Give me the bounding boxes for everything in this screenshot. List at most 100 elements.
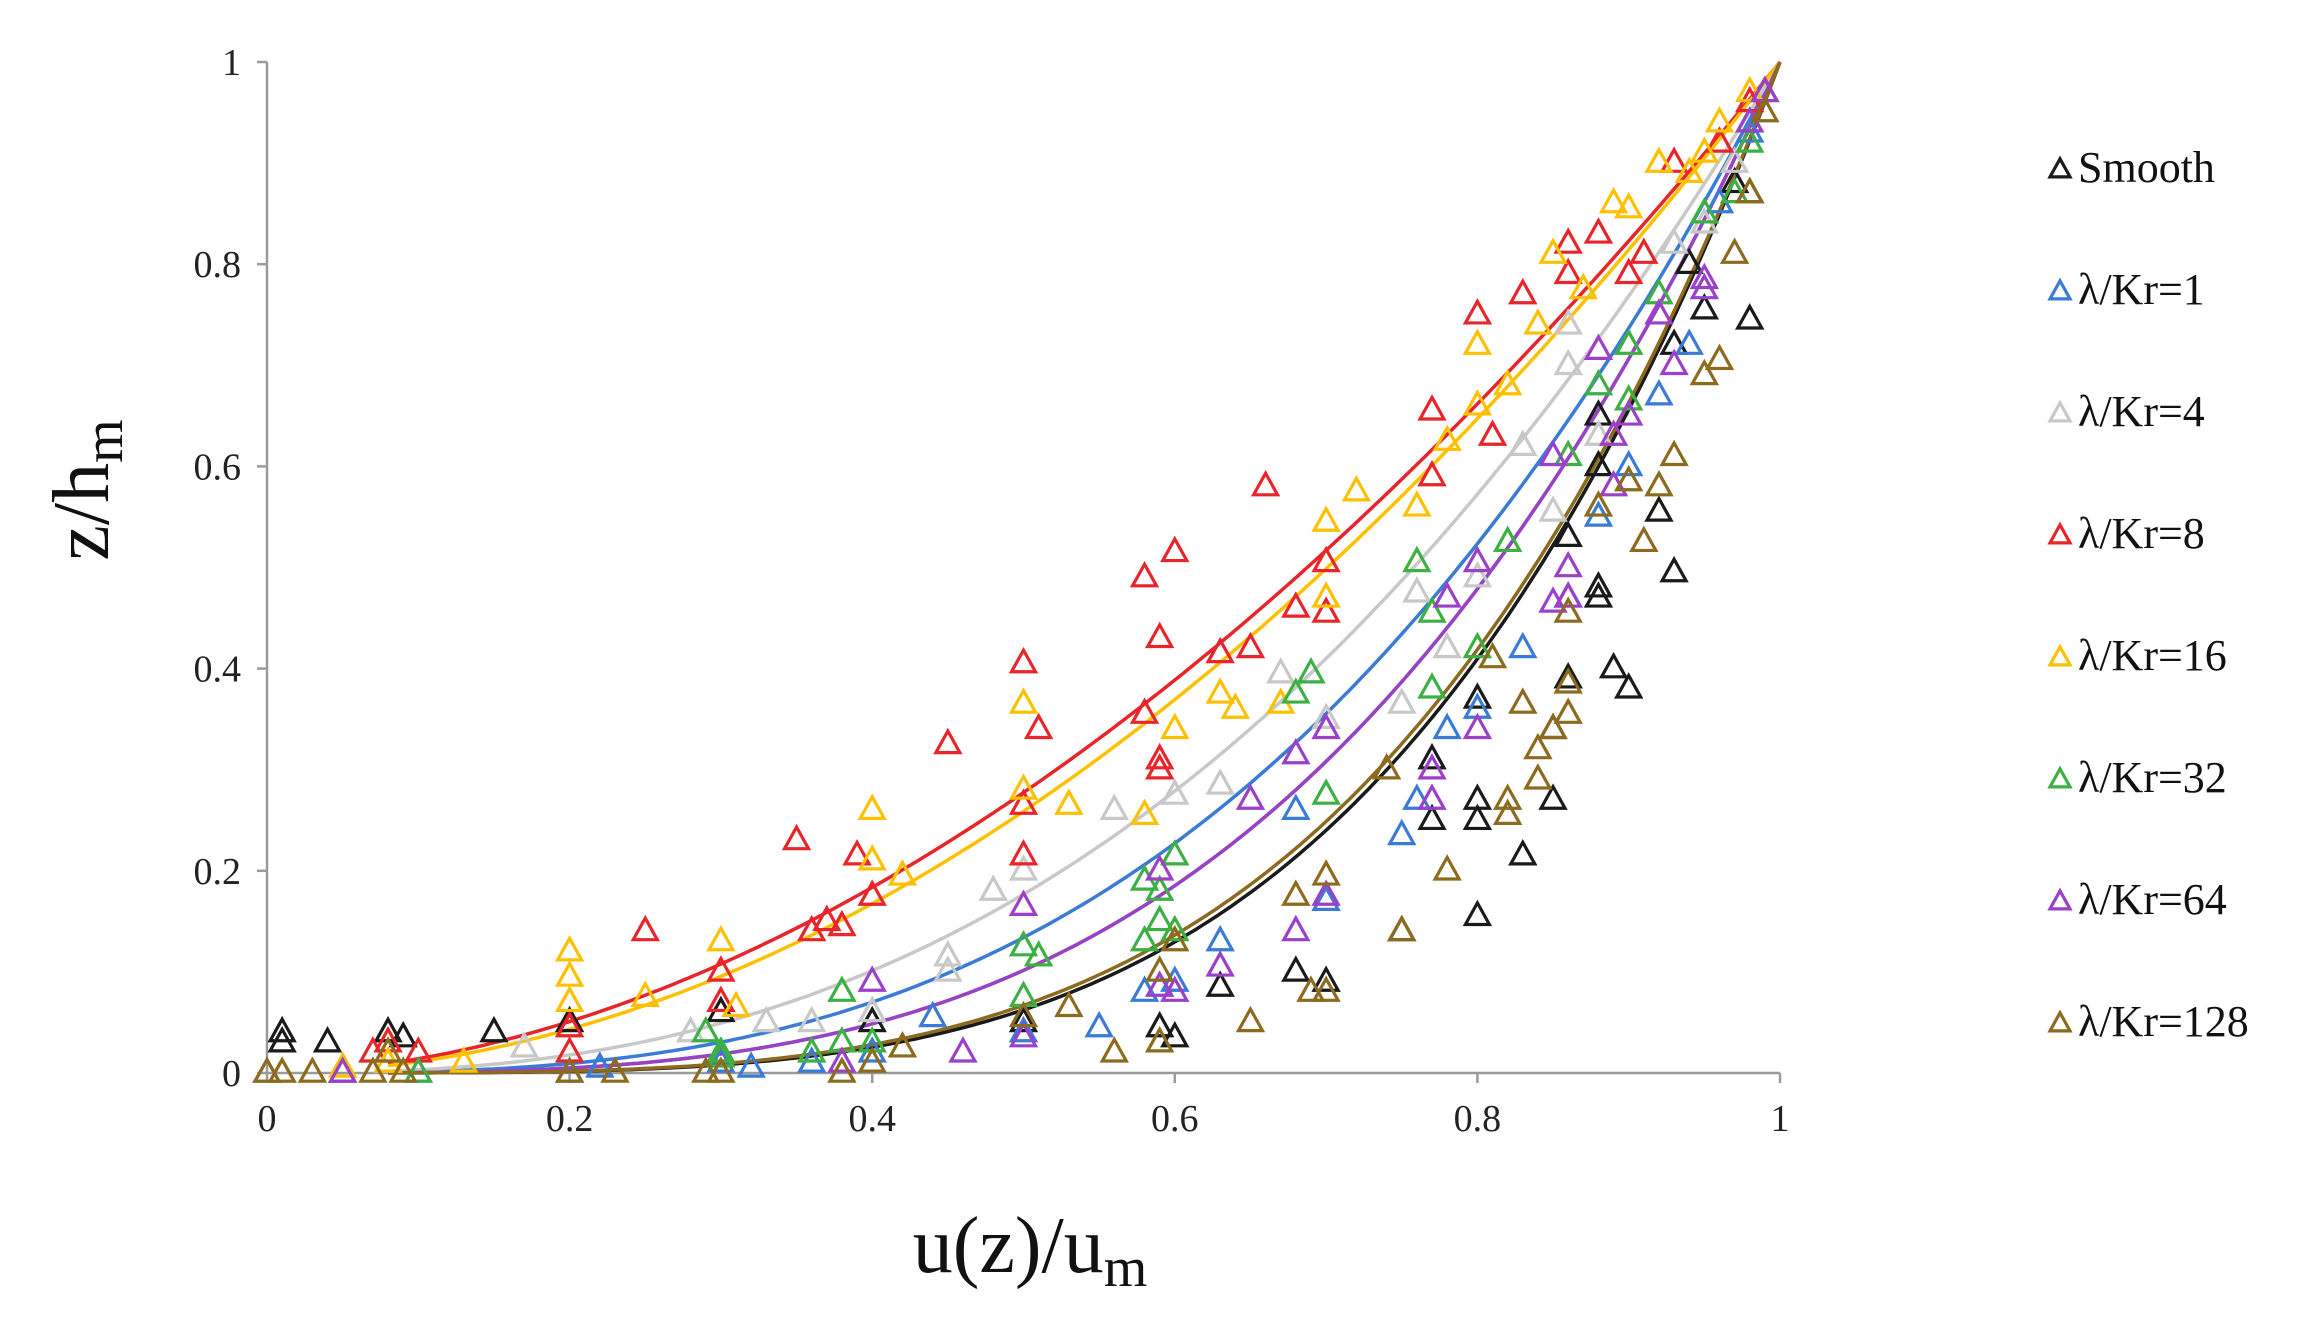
data-point [1659, 348, 1689, 376]
data-point [1129, 798, 1160, 826]
fit-curves [387, 60, 1782, 1075]
data-point [1311, 702, 1341, 729]
data-point [585, 1051, 615, 1078]
data-point [1144, 621, 1175, 649]
data-point [1281, 955, 1311, 982]
data-point [388, 1020, 418, 1048]
data-point [1099, 1036, 1129, 1063]
data-point [479, 1015, 509, 1043]
data-point [1674, 328, 1704, 355]
data-point [1583, 368, 1614, 396]
legend-marker [2047, 277, 2073, 301]
data-point [706, 1056, 736, 1083]
data-point [252, 1056, 282, 1083]
data-point [1008, 854, 1039, 881]
axes: 0 0.2 0.4 0.6 0.8 1 0 0.2 0.4 0.6 0.8 1 [194, 42, 1790, 1140]
fit-curve-0 [387, 61, 1782, 1075]
data-point [1538, 237, 1568, 264]
data-point [388, 1056, 418, 1083]
data-point [1160, 712, 1190, 740]
data-point [1432, 631, 1462, 659]
data-point [1492, 798, 1523, 826]
data-point [1553, 550, 1583, 578]
data-point [1523, 732, 1553, 760]
data-point [1750, 95, 1780, 123]
data-point [933, 727, 963, 755]
data-point [554, 934, 585, 962]
data-point [267, 1025, 297, 1053]
legend-label: λ/Kr=16 [2078, 631, 2227, 680]
data-point [1281, 793, 1311, 820]
data-point [1598, 419, 1629, 446]
x-tick-label: 0.2 [546, 1098, 594, 1140]
data-point [1008, 929, 1039, 957]
data-point [933, 940, 963, 967]
data-point [1689, 262, 1720, 290]
data-point [827, 1046, 857, 1073]
data-point [1311, 505, 1341, 532]
data-point [1598, 469, 1629, 497]
data-point [1508, 687, 1538, 714]
data-point [1613, 399, 1644, 426]
data-point [1508, 838, 1538, 866]
data-point [1417, 394, 1447, 421]
data-point [1689, 272, 1720, 300]
legend-label: λ/Kr=128 [2078, 997, 2249, 1046]
data-point [1144, 970, 1175, 997]
data-point [1205, 768, 1235, 795]
data-point [721, 990, 751, 1018]
data-point [1129, 975, 1160, 1002]
data-point [1462, 298, 1493, 325]
legend-marker [2047, 1009, 2073, 1033]
data-point [1281, 737, 1311, 765]
data-point [827, 909, 857, 937]
legend-marker [2047, 643, 2073, 667]
data-point [1008, 1005, 1039, 1033]
data-point [1432, 424, 1462, 451]
data-point [1508, 631, 1538, 659]
data-point [1613, 191, 1644, 219]
data-point [1387, 914, 1417, 942]
data-point [1735, 303, 1765, 330]
data-point [1583, 419, 1614, 446]
data-point [1008, 646, 1039, 674]
data-point [297, 1056, 328, 1083]
data-point [1462, 328, 1493, 355]
data-point [1129, 560, 1160, 588]
data-point [1644, 298, 1674, 325]
data-point [1477, 419, 1508, 446]
data-point [1205, 950, 1235, 977]
data-point [1674, 247, 1704, 275]
legend-label: λ/Kr=4 [2078, 387, 2205, 436]
data-point [1205, 636, 1235, 664]
data-point [796, 1005, 827, 1033]
data-point [887, 859, 918, 886]
x-axis-title: u(z)/um [913, 1202, 1148, 1299]
data-point [1583, 490, 1614, 517]
data-point [1417, 783, 1447, 810]
data-point [1417, 742, 1447, 770]
data-point [600, 1056, 630, 1083]
data-point [1099, 793, 1129, 820]
data-point [1689, 196, 1720, 224]
data-point [1553, 520, 1583, 547]
fit-curve-7 [388, 61, 1782, 1075]
data-point [1462, 899, 1493, 927]
data-point [706, 985, 736, 1013]
data-point [691, 1056, 721, 1083]
x-tick-label: 0.4 [848, 1098, 896, 1140]
x-tick-label: 0.8 [1454, 1098, 1502, 1140]
data-point [1160, 914, 1190, 942]
data-point [857, 1046, 887, 1073]
data-point [706, 1041, 736, 1068]
legend: Smooth λ/Kr=1 λ/Kr=4 λ/Kr=8 λ/Kr=16 λ/Kr=32 λ/… [2047, 143, 2249, 1046]
data-point [1160, 924, 1190, 952]
data-point [1144, 742, 1175, 770]
data-point [1281, 591, 1311, 618]
data-point [1008, 687, 1039, 714]
data-point [327, 1051, 358, 1078]
data-point [706, 955, 736, 982]
data-point [1462, 712, 1493, 740]
data-point [1417, 596, 1447, 623]
data-point [1462, 545, 1493, 573]
